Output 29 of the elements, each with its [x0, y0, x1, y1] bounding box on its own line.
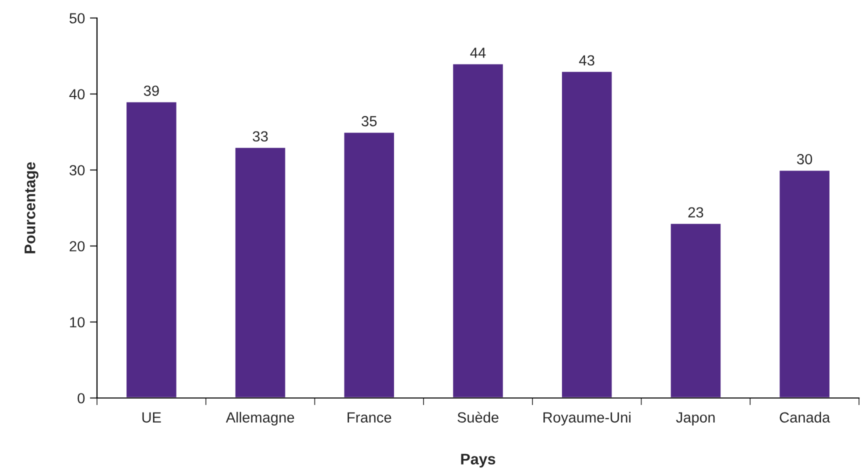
bar [560, 70, 614, 398]
y-tick-label: 0 [78, 393, 85, 404]
data-label: 33 [252, 131, 268, 142]
x-axis-title: Pays [461, 454, 496, 468]
y-tick-label: 30 [70, 165, 85, 176]
x-tick-label: Allemagne [226, 412, 294, 426]
data-label: 23 [688, 207, 704, 218]
data-label: 35 [362, 116, 377, 126]
x-tick-label: UE [142, 412, 161, 423]
bar [234, 146, 287, 398]
x-tick-label: France [348, 412, 392, 423]
bar [669, 222, 722, 398]
data-label: 39 [144, 86, 159, 96]
x-tick-label: Japon [676, 412, 715, 426]
x-tick-label: Canada [780, 412, 830, 423]
data-label: 43 [579, 55, 594, 66]
bar [778, 169, 831, 398]
bar [342, 131, 396, 398]
data-label: 44 [470, 48, 486, 58]
y-tick-label: 10 [70, 317, 85, 328]
y-tick-label: 20 [70, 241, 85, 252]
y-tick-label: 50 [70, 13, 85, 24]
x-tick-label: Royaume-Uni [543, 412, 630, 426]
x-tick-label: Suède [458, 412, 498, 423]
y-axis-title: Pourcentage [24, 162, 38, 254]
bar [452, 62, 504, 398]
y-tick-label: 40 [69, 89, 85, 100]
bar [125, 100, 178, 398]
data-label: 30 [797, 154, 812, 164]
